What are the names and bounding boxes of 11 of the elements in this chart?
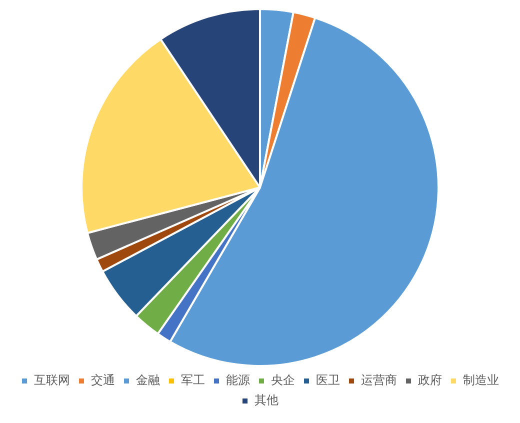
legend-label: 运营商 bbox=[361, 373, 397, 388]
legend-label: 军工 bbox=[181, 373, 205, 388]
legend-label: 央企 bbox=[271, 373, 295, 388]
legend-label: 制造业 bbox=[463, 373, 499, 388]
legend-label: 金融 bbox=[136, 373, 160, 388]
legend-label: 其他 bbox=[254, 393, 278, 408]
legend-label: 政府 bbox=[418, 373, 442, 388]
legend-label: 医卫 bbox=[316, 373, 340, 388]
legend-label: 能源 bbox=[226, 373, 250, 388]
legend-label: 交通 bbox=[91, 373, 115, 388]
legend-label: 互联网 bbox=[34, 373, 70, 388]
